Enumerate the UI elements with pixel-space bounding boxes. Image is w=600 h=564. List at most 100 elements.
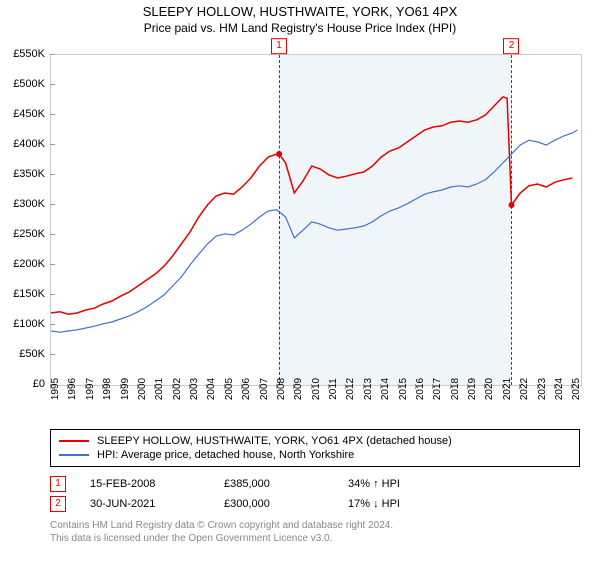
ytick-label: £400K — [13, 138, 45, 150]
xtick-label: 1997 — [85, 378, 96, 400]
chart-title: SLEEPY HOLLOW, HUSTHWAITE, YORK, YO61 4P… — [0, 4, 600, 19]
xtick-mark — [432, 384, 433, 389]
legend-label: SLEEPY HOLLOW, HUSTHWAITE, YORK, YO61 4P… — [97, 435, 452, 447]
xtick-label: 1999 — [120, 378, 131, 400]
xtick-mark — [345, 384, 346, 389]
xtick-label: 2005 — [224, 378, 235, 400]
ytick-label: £150K — [13, 288, 45, 300]
sale-marker: 1 — [50, 476, 66, 492]
chart-subtitle: Price paid vs. HM Land Registry's House … — [0, 21, 600, 35]
attribution: Contains HM Land Registry data © Crown c… — [50, 519, 580, 545]
sale-pct: 34% ↑ HPI — [348, 478, 400, 490]
ytick-label: £100K — [13, 318, 45, 330]
xtick-label: 2004 — [206, 378, 217, 400]
ytick-label: £50K — [19, 348, 45, 360]
xtick-mark — [328, 384, 329, 389]
xtick-label: 2016 — [415, 378, 426, 400]
xtick-mark — [120, 384, 121, 389]
ytick-label: £250K — [13, 228, 45, 240]
xtick-mark — [467, 384, 468, 389]
xtick-mark — [189, 384, 190, 389]
ytick-label: £300K — [13, 198, 45, 210]
ytick-mark — [50, 354, 55, 355]
ytick-mark — [50, 234, 55, 235]
xtick-mark — [241, 384, 242, 389]
series-hpi — [51, 130, 578, 332]
ytick-mark — [50, 204, 55, 205]
marker-box: 2 — [503, 38, 519, 54]
marker-line — [279, 55, 280, 385]
legend-label: HPI: Average price, detached house, Nort… — [97, 449, 354, 461]
xtick-label: 2012 — [345, 378, 356, 400]
ytick-label: £350K — [13, 168, 45, 180]
xtick-mark — [154, 384, 155, 389]
xtick-mark — [259, 384, 260, 389]
ytick-label: £550K — [13, 48, 45, 60]
attribution-line2: This data is licensed under the Open Gov… — [50, 532, 580, 545]
xtick-label: 2000 — [137, 378, 148, 400]
legend-item: SLEEPY HOLLOW, HUSTHWAITE, YORK, YO61 4P… — [59, 434, 571, 448]
xtick-label: 2014 — [380, 378, 391, 400]
sale-pct: 17% ↓ HPI — [348, 498, 400, 510]
ytick-label: £0 — [33, 378, 45, 390]
ytick-mark — [50, 114, 55, 115]
xtick-label: 2025 — [571, 378, 582, 400]
sales-table: 115-FEB-2008£385,00034% ↑ HPI230-JUN-202… — [50, 474, 580, 514]
xtick-label: 2022 — [519, 378, 530, 400]
ytick-mark — [50, 84, 55, 85]
xtick-mark — [571, 384, 572, 389]
ytick-mark — [50, 174, 55, 175]
ytick-mark — [50, 264, 55, 265]
xtick-mark — [67, 384, 68, 389]
xtick-label: 2024 — [554, 378, 565, 400]
ytick-mark — [50, 294, 55, 295]
xtick-mark — [224, 384, 225, 389]
xtick-mark — [537, 384, 538, 389]
sale-price: £385,000 — [224, 478, 324, 490]
xtick-mark — [363, 384, 364, 389]
xtick-mark — [102, 384, 103, 389]
xtick-label: 2018 — [450, 378, 461, 400]
xtick-mark — [85, 384, 86, 389]
xtick-mark — [398, 384, 399, 389]
legend-swatch — [59, 454, 89, 456]
xtick-label: 2015 — [398, 378, 409, 400]
xtick-label: 2010 — [311, 378, 322, 400]
xtick-mark — [50, 384, 51, 389]
xtick-label: 2006 — [241, 378, 252, 400]
xtick-label: 2021 — [502, 378, 513, 400]
xtick-label: 2003 — [189, 378, 200, 400]
chart-svg — [51, 55, 581, 385]
xtick-label: 2020 — [484, 378, 495, 400]
xtick-mark — [276, 384, 277, 389]
ytick-mark — [50, 144, 55, 145]
xtick-mark — [484, 384, 485, 389]
marker-line — [511, 55, 512, 385]
attribution-line1: Contains HM Land Registry data © Crown c… — [50, 519, 580, 532]
series-property — [51, 97, 572, 314]
xtick-mark — [311, 384, 312, 389]
sale-date: 15-FEB-2008 — [90, 478, 200, 490]
sale-price: £300,000 — [224, 498, 324, 510]
xtick-label: 2002 — [172, 378, 183, 400]
xtick-label: 2007 — [259, 378, 270, 400]
xtick-mark — [415, 384, 416, 389]
ytick-mark — [50, 54, 55, 55]
xtick-label: 1996 — [67, 378, 78, 400]
xtick-mark — [502, 384, 503, 389]
xtick-mark — [554, 384, 555, 389]
legend-swatch — [59, 440, 89, 442]
xtick-mark — [450, 384, 451, 389]
xtick-mark — [206, 384, 207, 389]
xtick-label: 2017 — [432, 378, 443, 400]
xtick-mark — [172, 384, 173, 389]
xtick-label: 1995 — [50, 378, 61, 400]
xtick-label: 2008 — [276, 378, 287, 400]
xtick-mark — [380, 384, 381, 389]
xtick-label: 2011 — [328, 378, 339, 400]
plot-area: 12 — [50, 54, 582, 386]
xtick-mark — [293, 384, 294, 389]
xtick-label: 2013 — [363, 378, 374, 400]
xtick-label: 2019 — [467, 378, 478, 400]
sale-row: 1 15-FEB-2008 £385,000 34% ↑ HPI — [50, 474, 580, 494]
